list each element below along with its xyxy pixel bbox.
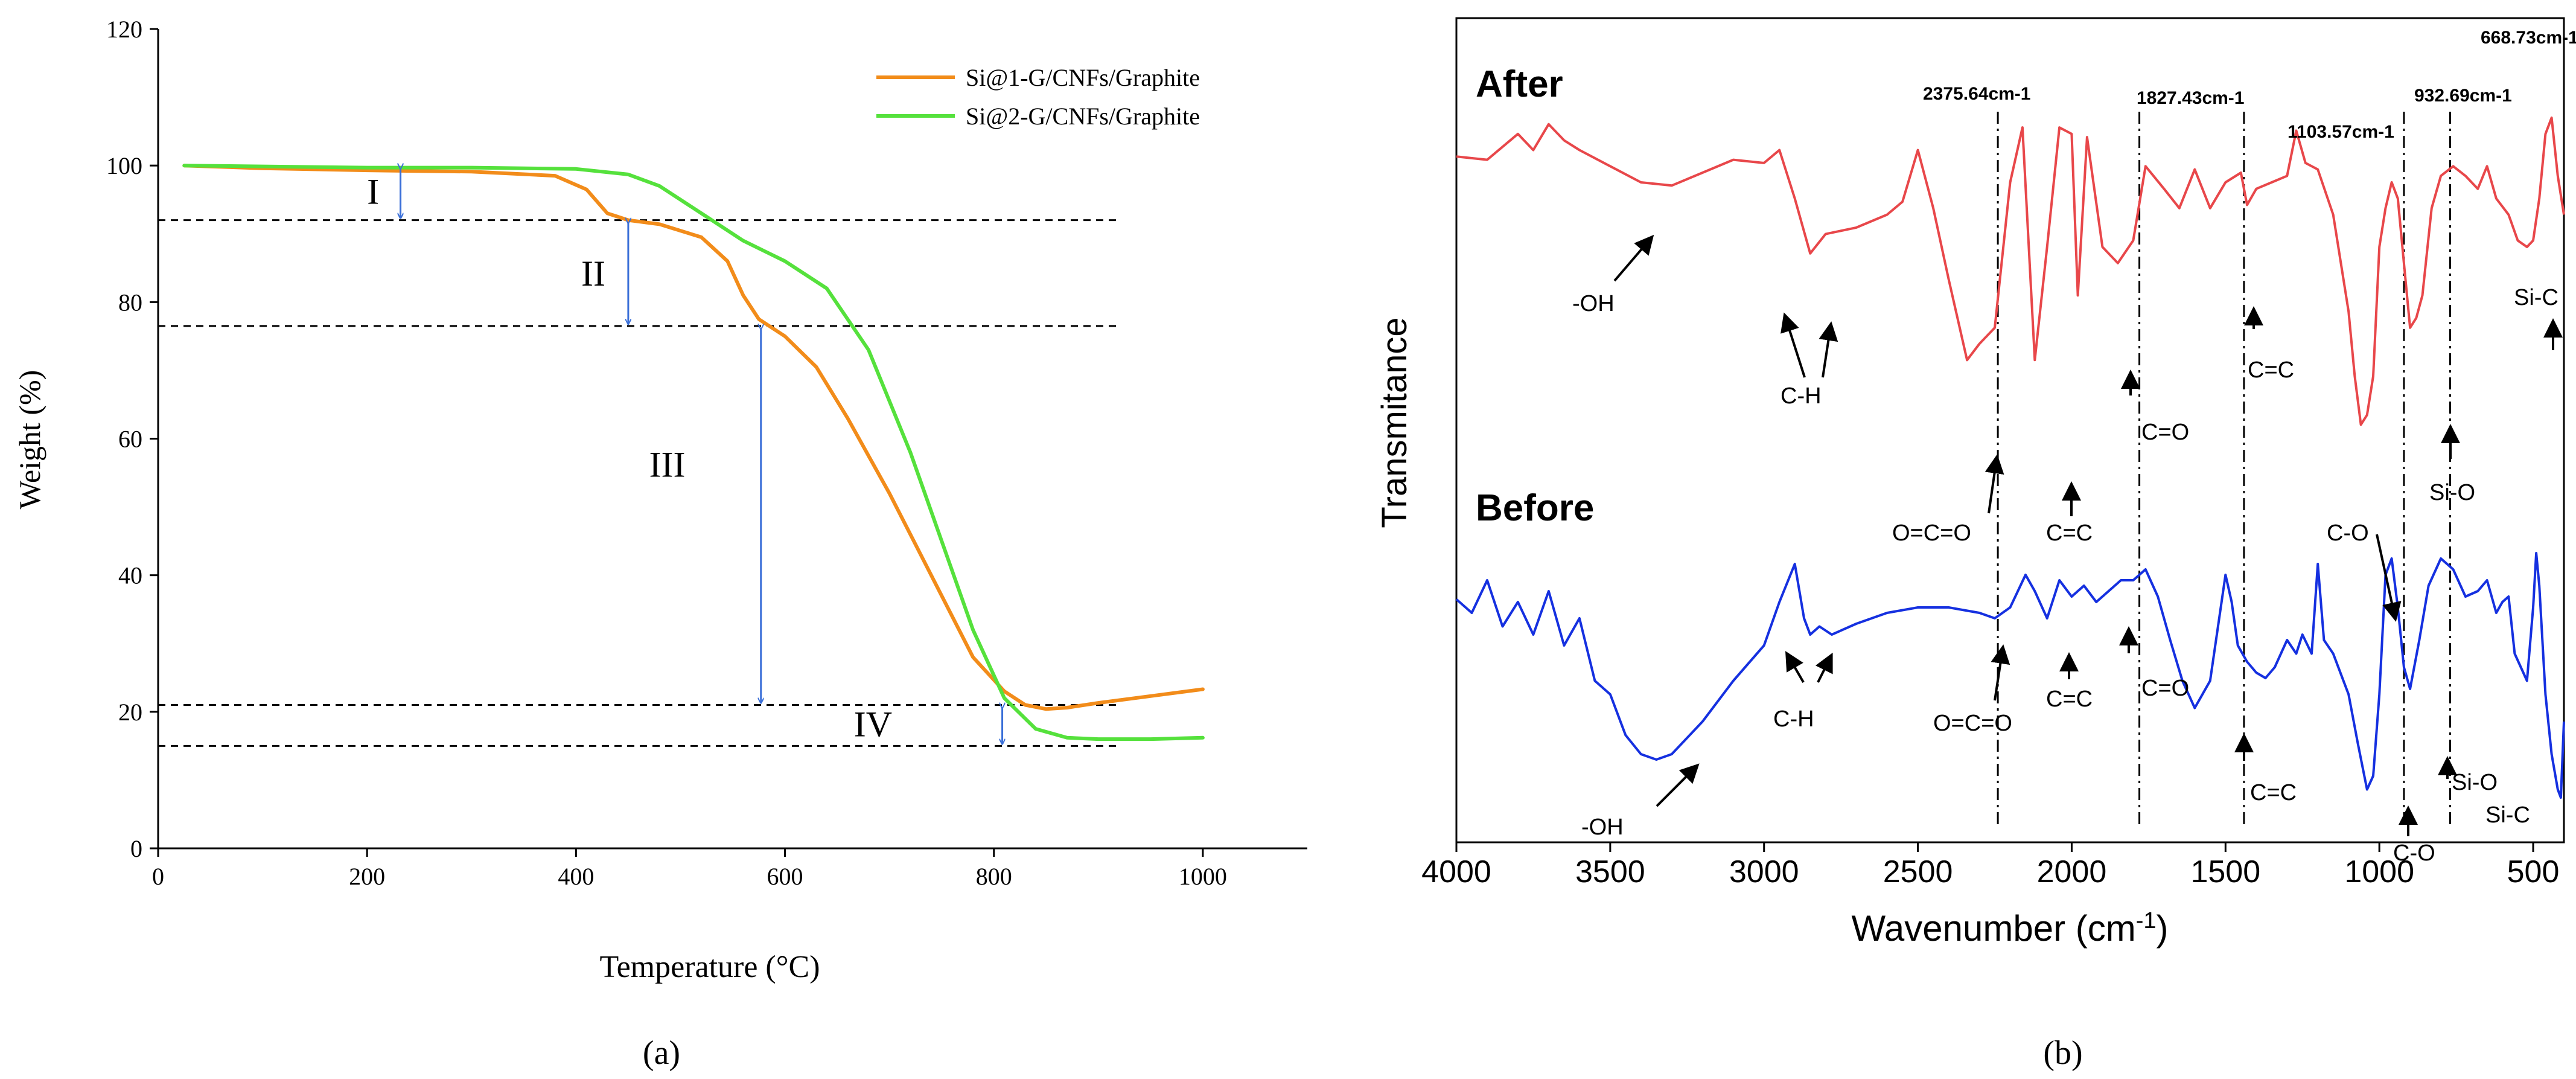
trace-label-before: Before	[1476, 487, 1594, 529]
bond-label-co2-before: O=C=O	[1933, 711, 2012, 736]
ftir-xtick-label: 500	[2507, 854, 2560, 889]
tga-stage-label: III	[649, 445, 686, 485]
arrow-ch2-before	[1815, 652, 1833, 683]
panel-label-b: (b)	[2043, 1034, 2082, 1072]
arrow-oh-after	[1613, 234, 1654, 282]
arrow-ch1-after	[1781, 312, 1806, 378]
ftir-series-line-before	[1455, 552, 2565, 799]
ftir-y-axis-label: Transmitance	[1375, 317, 1414, 528]
trace-label-after: After	[1476, 63, 1563, 105]
tga-reference-lines	[158, 219, 1120, 747]
ftir-x-ticks: 4000 3500 3000 2500 2000 1500 1000 500	[1421, 842, 2559, 889]
tga-x-ticks: 0 200 400 600 800 1000	[152, 848, 1227, 890]
ftir-xtick-label: 4000	[1421, 854, 1491, 889]
tga-xtick-label: 0	[152, 863, 164, 890]
bond-label-cc2-after: C=C	[2046, 520, 2093, 546]
bond-label-ch-before: C-H	[1773, 706, 1814, 732]
arrow-co2-after	[1985, 454, 2004, 514]
bond-label-oh-after: -OH	[1572, 291, 1615, 316]
bond-label-cc-after: C=C	[2248, 357, 2294, 383]
tga-x-axis-label: Temperature (°C)	[599, 950, 820, 984]
ftir-chart: 4000 3500 3000 2500 2000 1500 1000 500 After Be…	[1375, 17, 2576, 1072]
bond-label-co-before: C=O	[2141, 676, 2189, 701]
ftir-x-axis-label: Wavenumber (cm-1)	[1852, 908, 2169, 949]
ftir-xtick-label: 2500	[1883, 854, 1953, 889]
ftir-xtick-label: 3500	[1575, 854, 1645, 889]
tga-y-ticks: 0 20 40 60 80 100 120	[106, 16, 158, 862]
ftir-dashdot-lines	[1997, 112, 2451, 826]
tga-series-group	[182, 164, 1205, 741]
legend-label-si1: Si@1-G/CNFs/Graphite	[966, 64, 1200, 91]
tga-xtick-label: 800	[976, 863, 1012, 890]
arrow-ch2-after	[1819, 321, 1838, 378]
bond-label-c-o-after: C-O	[2327, 520, 2369, 546]
peak-label-668: 668.73cm-1	[2481, 28, 2576, 48]
tga-stage-label: I	[367, 171, 379, 211]
peak-label-2375: 2375.64cm-1	[1923, 84, 2030, 104]
tga-ytick-label: 60	[118, 426, 142, 453]
tga-legend: Si@1-G/CNFs/Graphite Si@2-G/CNFs/Graphit…	[876, 64, 1200, 130]
bond-label-sic-before: Si-C	[2485, 802, 2530, 828]
ftir-plot-frame	[1455, 17, 2565, 844]
bond-label-ch-after: C-H	[1781, 383, 1822, 409]
bond-annotations-before: -OH C-H O=C=O C=C C=O C=C C-O Si-O Si-C	[1581, 676, 2530, 866]
tga-ytick-label: 120	[106, 16, 142, 43]
peak-label-1827: 1827.43cm-1	[2137, 88, 2244, 108]
bond-annotations-after: -OH C-H O=C=O C=O C=C C=C C-O Si-O Si-C	[1572, 285, 2558, 546]
bond-arrows	[1613, 234, 2563, 836]
legend-label-si2: Si@2-G/CNFs/Graphite	[966, 103, 1200, 130]
arrow-co2-before	[1991, 644, 2010, 701]
peak-label-932: 932.69cm-1	[2414, 86, 2512, 106]
tga-xtick-label: 400	[558, 863, 594, 890]
ftir-xtick-label: 2000	[2037, 854, 2107, 889]
ftir-series-line-after	[1456, 117, 2565, 426]
bond-label-sio-before: Si-O	[2452, 770, 2498, 795]
tga-ytick-label: 40	[118, 562, 142, 589]
ftir-xtick-label: 3000	[1729, 854, 1799, 889]
bond-label-co2-after: O=C=O	[1892, 520, 1971, 546]
tga-stage-label: II	[581, 254, 605, 293]
bond-label-cc2-before: C=C	[2250, 780, 2297, 805]
tga-ytick-label: 80	[118, 289, 142, 316]
arrow-oh-before	[1656, 763, 1700, 807]
tga-xtick-label: 1000	[1179, 863, 1227, 890]
peak-label-1103: 1103.57cm-1	[2287, 122, 2394, 142]
ftir-series-group	[1455, 117, 2565, 799]
tga-xtick-label: 200	[349, 863, 385, 890]
ftir-xtick-label: 1500	[2190, 854, 2260, 889]
arrow-ch1-before	[1785, 651, 1805, 684]
panel-label-a: (a)	[643, 1034, 680, 1072]
tga-ytick-label: 0	[130, 835, 142, 862]
bond-label-cc-before: C=C	[2046, 687, 2093, 712]
arrow-c-o-after	[2376, 534, 2402, 622]
tga-xtick-label: 600	[767, 863, 803, 890]
bond-label-oh-before: -OH	[1581, 815, 1624, 840]
bond-label-sic-after: Si-C	[2514, 285, 2558, 310]
ftir-xtick-label: 1000	[2344, 854, 2414, 889]
tga-series-line-1	[182, 164, 1205, 711]
bond-label-sio-after: Si-O	[2429, 480, 2475, 505]
bond-label-co-after: C=O	[2141, 420, 2189, 445]
tga-stage-label: IV	[854, 704, 892, 744]
bond-label-c-o-before: C-O	[2393, 840, 2435, 866]
tga-ytick-label: 20	[118, 699, 142, 726]
tga-ytick-label: 100	[106, 152, 142, 179]
tga-y-axis-label: Weight (%)	[13, 370, 46, 510]
tga-series-line-2	[182, 164, 1205, 741]
tga-axes	[157, 29, 1307, 850]
peak-labels: 2375.64cm-1 1827.43cm-1 1103.57cm-1 932.…	[1923, 28, 2576, 142]
